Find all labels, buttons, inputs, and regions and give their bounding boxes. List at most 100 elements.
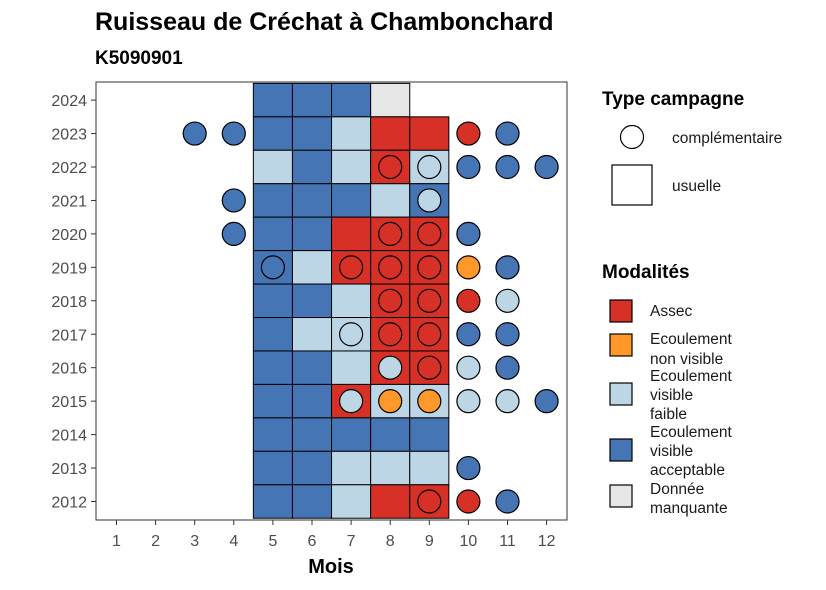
- dot-2012-9: [417, 489, 442, 514]
- dot-2020-9: [417, 221, 442, 246]
- tile-2014-9: [409, 417, 450, 452]
- legend-label-acceptable-line-1: Ecoulement: [650, 424, 733, 441]
- legend-label-faible-line-3: faible: [650, 406, 687, 423]
- x-tick-label-2: 2: [151, 533, 160, 550]
- dot-2023-4: [221, 121, 246, 146]
- legend-label-acceptable-line-2: visible: [650, 443, 693, 460]
- y-tick-label-2014: 2014: [51, 428, 87, 445]
- x-tick-label-3: 3: [190, 533, 199, 550]
- dot-2021-4: [221, 188, 246, 213]
- legend-label-manquante: Donnée manquante: [650, 481, 728, 517]
- legend-key-usuelle: [611, 164, 653, 206]
- legend-label-manquante-line-2: manquante: [650, 500, 728, 517]
- legend-type-campagne-title: Type campagne: [602, 89, 744, 110]
- tile-2014-8: [370, 417, 411, 452]
- dot-2016-10: [456, 355, 481, 380]
- legend-key-nonvisible: [609, 333, 633, 357]
- y-tick-label-2016: 2016: [51, 361, 87, 378]
- tile-2015-6: [291, 383, 333, 419]
- dot-2019-10: [456, 255, 481, 280]
- tile-2021-6: [291, 183, 333, 218]
- dot-2017-11: [495, 322, 520, 347]
- y-tick-label-2020: 2020: [51, 227, 87, 244]
- dot-2016-11: [495, 355, 520, 380]
- tile-2014-7: [331, 417, 372, 452]
- y-tick-label-2012: 2012: [51, 495, 87, 512]
- tile-2016-5: [252, 350, 293, 385]
- dot-2022-11: [495, 154, 520, 180]
- legend-label-nonvisible-line-2: non visible: [650, 351, 723, 368]
- dot-2023-10: [456, 121, 481, 146]
- tile-2013-5: [252, 450, 293, 486]
- x-tick-label-12: 12: [538, 533, 556, 550]
- plot-area: [95, 81, 568, 521]
- x-tick-label-5: 5: [268, 533, 277, 550]
- dot-2019-5: [260, 255, 285, 280]
- chart-subtitle: K5090901: [95, 48, 183, 69]
- tile-2013-8: [370, 450, 411, 486]
- x-tick-label-11: 11: [499, 533, 516, 550]
- y-tick-label-2018: 2018: [51, 294, 87, 311]
- tile-2024-8: [370, 82, 411, 118]
- dot-2017-7: [339, 322, 364, 347]
- tile-2024-5: [252, 82, 293, 118]
- y-tick-label-2024: 2024: [51, 93, 87, 110]
- tile-2018-5: [252, 283, 293, 319]
- tile-2024-7: [331, 82, 372, 118]
- tile-2014-6: [291, 417, 333, 452]
- legend-key-faible: [609, 382, 633, 406]
- legend-label-nonvisible: Ecoulement non visible: [650, 331, 733, 368]
- tile-2016-7: [331, 350, 372, 385]
- dot-2022-10: [456, 154, 481, 180]
- legend-type-campagne: Type campagne complémentaire usuelle: [602, 89, 782, 206]
- legend-label-faible: Ecoulement visible faible: [650, 368, 733, 423]
- dot-2022-12: [534, 154, 559, 180]
- tile-2013-7: [331, 450, 372, 486]
- tile-2015-5: [252, 383, 293, 419]
- dot-2020-10: [456, 221, 481, 246]
- tile-2012-5: [252, 484, 293, 519]
- x-tick-label-4: 4: [229, 533, 238, 550]
- legend-label-usuelle: usuelle: [672, 178, 721, 195]
- tile-2023-9: [409, 116, 450, 151]
- dot-2019-11: [495, 255, 520, 280]
- dot-2023-3: [182, 121, 207, 146]
- tile-2018-7: [331, 283, 372, 319]
- tile-2016-6: [291, 350, 333, 385]
- y-tick-label-2015: 2015: [51, 394, 87, 411]
- dot-2015-9: [417, 389, 442, 414]
- y-tick-label-2019: 2019: [51, 260, 87, 277]
- dot-2018-10: [456, 288, 481, 313]
- legend-label-faible-line-2: visible: [650, 387, 693, 404]
- y-tick-label-2022: 2022: [51, 160, 87, 177]
- dot-2016-8: [378, 355, 403, 380]
- y-tick-label-2013: 2013: [51, 461, 87, 478]
- legend-label-acceptable: Ecoulement visible acceptable: [650, 424, 733, 479]
- legend-key-assec: [609, 299, 633, 323]
- tile-2012-7: [331, 484, 372, 519]
- tile-2013-6: [291, 450, 333, 486]
- tile-2020-5: [252, 216, 293, 252]
- dot-2013-10: [456, 455, 481, 481]
- tile-2022-5: [252, 149, 293, 185]
- legend-label-acceptable-line-3: acceptable: [650, 462, 725, 479]
- dot-2019-8: [378, 255, 403, 280]
- tile-2023-8: [370, 116, 411, 151]
- dot-2022-8: [378, 154, 403, 180]
- y-tick-label-2021: 2021: [51, 193, 87, 210]
- legend-label-assec: Assec: [650, 303, 692, 320]
- x-tick-label-7: 7: [347, 533, 356, 550]
- legend-label-complementaire: complémentaire: [672, 130, 782, 147]
- dot-2018-8: [378, 288, 403, 313]
- tile-2018-6: [291, 283, 333, 319]
- tile-2024-6: [291, 82, 333, 118]
- tile-2013-9: [409, 450, 450, 486]
- x-axis: 1 2 3 4 5 6 7 8 9 10 11 12: [112, 520, 556, 550]
- tile-2021-5: [252, 183, 293, 218]
- tile-2021-8: [370, 183, 411, 218]
- tile-2023-7: [331, 116, 372, 151]
- x-tick-label-10: 10: [460, 533, 478, 550]
- x-tick-label-8: 8: [386, 533, 395, 550]
